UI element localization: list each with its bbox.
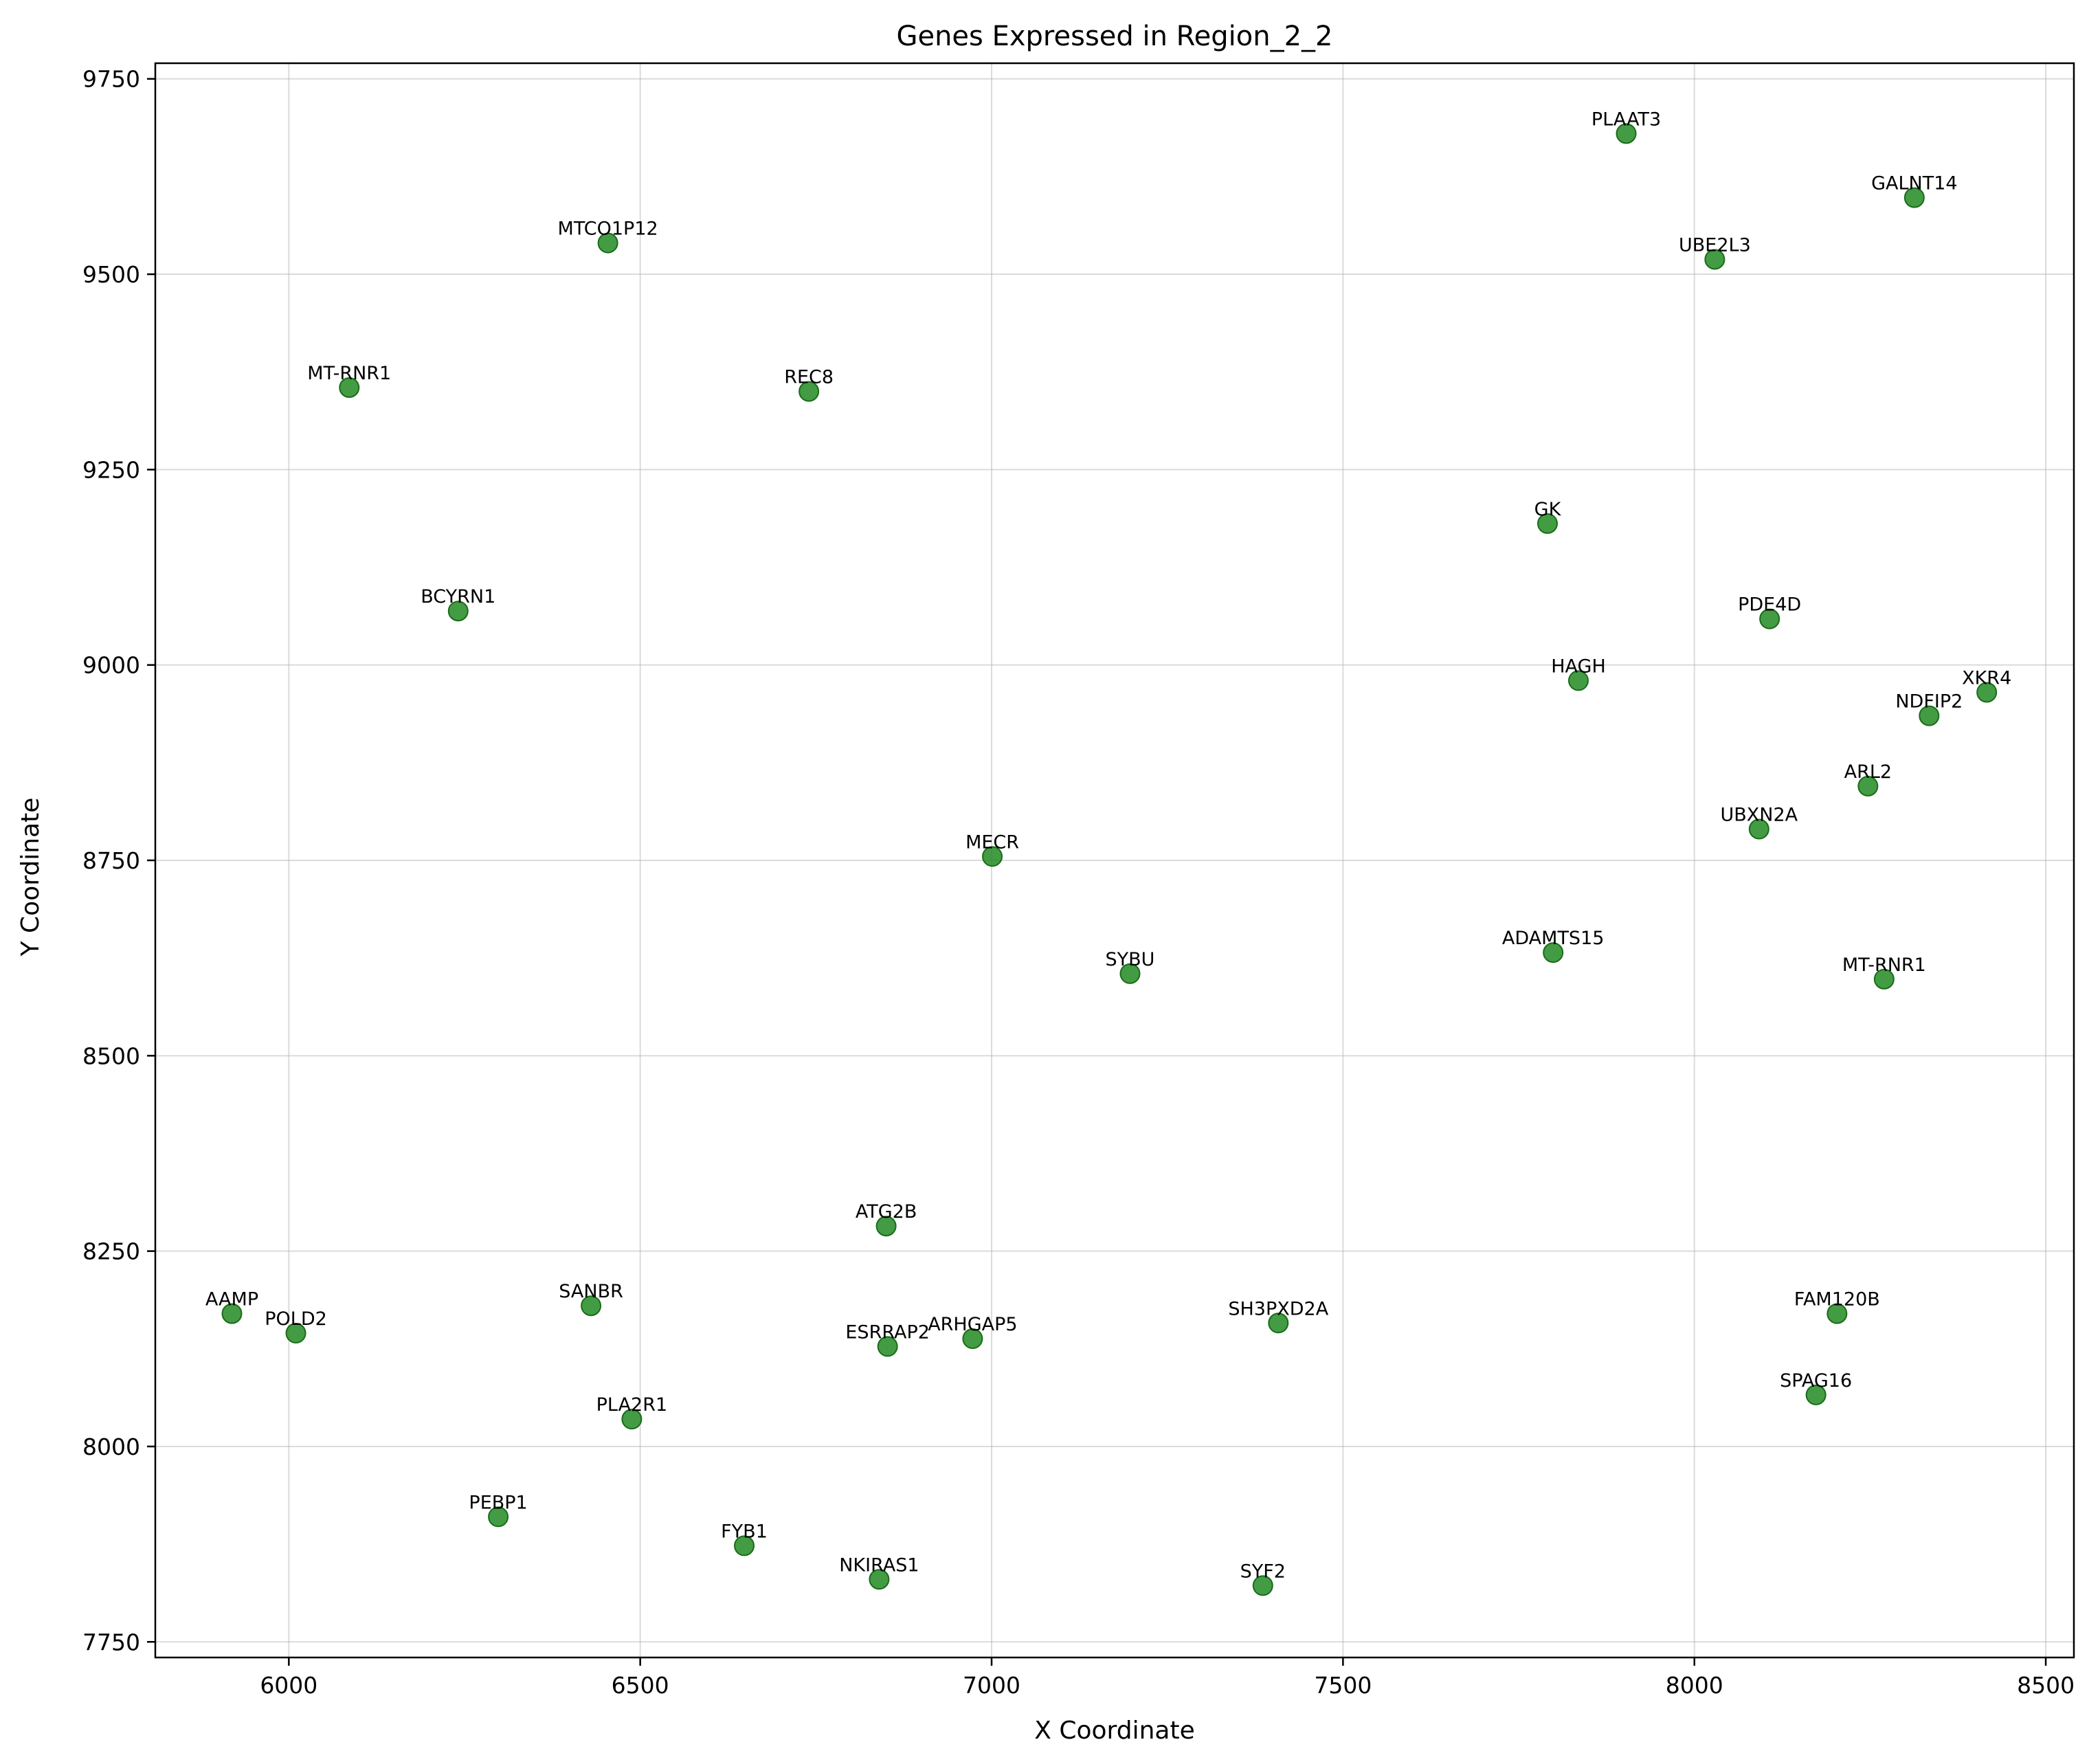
data-point	[869, 1569, 890, 1590]
data-label: MT-RNR1	[307, 363, 391, 384]
data-point	[597, 232, 618, 254]
data-point	[877, 1336, 898, 1357]
data-point	[1748, 818, 1769, 840]
data-label: MTCO1P12	[558, 219, 658, 240]
x-tick-label: 7000	[963, 1672, 1020, 1699]
data-label: MECR	[965, 831, 1019, 853]
data-label: FAM120B	[1794, 1289, 1880, 1310]
data-label: PLAAT3	[1591, 109, 1661, 130]
x-tick-label: 6000	[260, 1672, 317, 1699]
y-tick-label: 8500	[82, 1042, 140, 1069]
data-point	[447, 601, 469, 622]
x-tick-label: 8500	[2017, 1672, 2075, 1699]
y-tick-label: 8250	[82, 1238, 140, 1265]
data-point	[1616, 123, 1637, 144]
data-point	[982, 846, 1003, 867]
data-label: PLA2R1	[596, 1394, 668, 1416]
data-point	[488, 1506, 509, 1528]
data-label: FYB1	[721, 1521, 768, 1542]
data-point	[1119, 963, 1141, 984]
y-tick-label: 9000	[82, 652, 140, 679]
data-label: SH3PXD2A	[1228, 1298, 1328, 1319]
data-label: ADAMTS15	[1502, 928, 1605, 949]
data-point	[1805, 1384, 1827, 1405]
y-axis-label: Y Coordinate	[16, 798, 45, 957]
data-label: ARHGAP5	[928, 1314, 1017, 1335]
data-point	[734, 1535, 755, 1556]
data-label: MT-RNR1	[1842, 954, 1926, 976]
data-point	[1759, 608, 1780, 629]
data-label: SPAG16	[1780, 1370, 1852, 1392]
y-tick-label: 9500	[82, 261, 140, 288]
data-label: XKR4	[1962, 667, 2011, 689]
data-point	[1903, 187, 1925, 208]
y-tick-label: 8000	[82, 1433, 140, 1460]
data-label: ARL2	[1844, 761, 1892, 783]
data-label: SANBR	[559, 1281, 623, 1302]
data-label: AAMP	[205, 1289, 258, 1310]
data-point	[1704, 249, 1725, 270]
data-point	[1567, 670, 1589, 691]
data-label: ATG2B	[856, 1201, 917, 1222]
data-point	[875, 1216, 897, 1237]
chart-title: Genes Expressed in Region_2_2	[896, 21, 1332, 52]
x-tick-label: 7500	[1314, 1672, 1372, 1699]
data-label: POLD2	[265, 1308, 327, 1330]
y-tick-label: 8750	[82, 847, 140, 874]
data-point	[1543, 942, 1564, 963]
data-point	[798, 381, 820, 402]
data-point	[1919, 705, 1940, 726]
data-label: PDE4D	[1738, 594, 1801, 616]
data-point	[1268, 1313, 1289, 1334]
data-point	[581, 1295, 602, 1317]
data-point	[1827, 1303, 1848, 1324]
grid-lines	[155, 63, 2074, 1657]
data-point	[339, 377, 360, 398]
data-point	[1976, 682, 1998, 703]
data-point	[1537, 513, 1558, 534]
y-tick-label: 9250	[82, 456, 140, 483]
data-point	[621, 1409, 643, 1430]
data-point	[1252, 1575, 1273, 1596]
x-tick-label: 6500	[612, 1672, 669, 1699]
x-axis-label: X Coordinate	[1034, 1717, 1194, 1745]
data-points	[221, 123, 1998, 1596]
data-label: ESRRAP2	[845, 1321, 930, 1343]
data-label: GK	[1534, 499, 1562, 520]
data-label: SYBU	[1106, 949, 1155, 970]
data-label: NKIRAS1	[839, 1554, 919, 1576]
y-tick-label: 9750	[82, 66, 140, 93]
data-point	[221, 1303, 243, 1324]
data-label: SYF2	[1240, 1561, 1286, 1582]
data-label: BCYRN1	[421, 586, 495, 607]
data-point	[962, 1328, 983, 1349]
data-label: UBE2L3	[1679, 234, 1751, 256]
data-point	[285, 1323, 306, 1344]
data-label: GALNT14	[1871, 173, 1957, 194]
y-tick-label: 7750	[82, 1629, 140, 1655]
data-labels: PLAAT3 GALNT14 UBE2L3 MTCO1P12 MT-RNR1 REC8 GK…	[205, 109, 2011, 1582]
data-label: REC8	[784, 367, 834, 388]
x-tick-label: 8000	[1666, 1672, 1723, 1699]
data-point	[1873, 968, 1895, 990]
data-label: HAGH	[1551, 656, 1606, 677]
data-label: NDFIP2	[1895, 691, 1963, 713]
axis-ticks: 6000 6500 7000 7500 8000 8500 7750 8000 8250 8500…	[82, 66, 2075, 1699]
data-label: PEBP1	[469, 1492, 527, 1513]
data-label: UBXN2A	[1721, 805, 1798, 826]
data-point	[1857, 775, 1879, 796]
plot-frame	[154, 62, 2075, 1659]
